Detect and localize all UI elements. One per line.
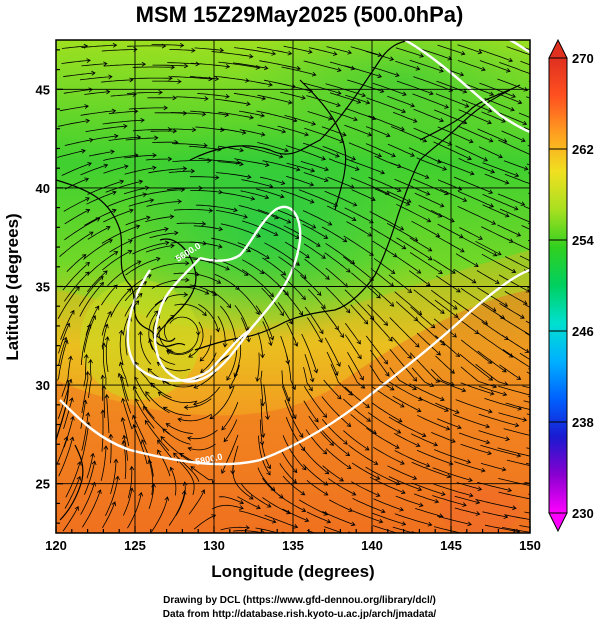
contour-5700-corner <box>509 40 530 54</box>
map-title: MSM 15Z29May2025 (500.0hPa) <box>135 2 464 27</box>
ytick-label-40: 40 <box>36 181 50 196</box>
colorbar: 270 262 254 246 238 230 <box>548 38 594 533</box>
colorbar-max-arrow <box>548 38 568 59</box>
contour-5700-north <box>404 40 530 134</box>
colorbar-label-254: 254 <box>572 233 594 248</box>
credit-drawing: Drawing by DCL (https://www.gfd-dennou.o… <box>163 595 436 606</box>
x-axis-title: Longitude (degrees) <box>211 562 374 581</box>
geopotential-contours <box>59 40 530 466</box>
colorbar-label-246: 246 <box>572 324 594 339</box>
credit-data: Data from http://database.rish.kyoto-u.a… <box>162 609 437 620</box>
xtick-label-150: 150 <box>519 538 541 553</box>
contour-5700-west <box>126 269 251 382</box>
xtick-label-135: 135 <box>282 538 304 553</box>
xtick-label-140: 140 <box>361 538 383 553</box>
colorbar-min-arrow <box>548 512 568 533</box>
xtick-label-125: 125 <box>124 538 146 553</box>
colorbar-label-238: 238 <box>572 415 594 430</box>
contour-5600 <box>153 205 302 383</box>
axis-ticks <box>55 49 531 533</box>
xtick-label-145: 145 <box>440 538 462 553</box>
colorbar-gradient <box>548 57 568 514</box>
streamline-arrows <box>56 42 530 533</box>
contour-5800 <box>59 268 530 466</box>
colorbar-label-230: 230 <box>572 506 594 521</box>
xtick-label-120: 120 <box>45 538 67 553</box>
lat-lon-grid <box>56 40 530 533</box>
ytick-label-35: 35 <box>36 280 50 295</box>
y-axis-title: Latitude (degrees) <box>3 213 22 360</box>
ytick-label-30: 30 <box>36 378 50 393</box>
streamlines <box>56 42 530 533</box>
temperature-field: 5600.0 5800.0 <box>56 40 530 533</box>
ytick-label-45: 45 <box>36 82 50 97</box>
colorbar-label-262: 262 <box>572 142 594 157</box>
ytick-label-25: 25 <box>36 477 50 492</box>
colorbar-label-270: 270 <box>572 51 594 66</box>
axis-tick-labels: 120 125 130 135 140 145 150 25 30 35 40 45 <box>36 82 541 553</box>
xtick-label-130: 130 <box>203 538 225 553</box>
